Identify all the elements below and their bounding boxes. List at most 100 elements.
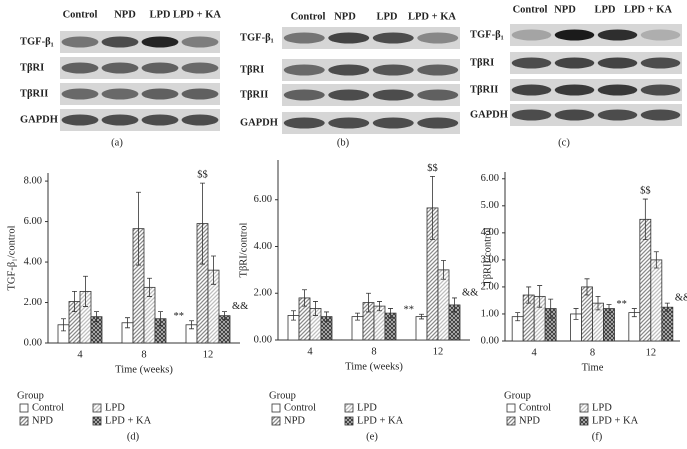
caption: (e) (366, 431, 378, 442)
error-bar (584, 278, 590, 296)
blot-band (283, 89, 325, 101)
x-tick-label: 8 (141, 349, 146, 360)
blot-band (554, 57, 595, 69)
blot-band (181, 88, 219, 100)
blot-strip (510, 24, 682, 46)
lane-label: Control (513, 4, 548, 15)
blot-strip (60, 31, 220, 53)
y-axis-label: TGF-β₁/control (6, 225, 17, 290)
blot-band (328, 32, 370, 44)
error-bar (653, 251, 659, 269)
lane-label: LPD (595, 4, 616, 15)
blot-strip (282, 27, 460, 49)
caption: (d) (127, 431, 140, 442)
legend-swatch (271, 416, 281, 426)
y-tick-label: 0.00 (254, 334, 272, 345)
annotation: && (462, 287, 478, 298)
legend-swatch (19, 403, 29, 413)
row-label: TGF-β₁ (240, 32, 274, 43)
legend-label: LPD (592, 402, 612, 413)
lane-label: LPD (377, 11, 398, 22)
legend-label: NPD (32, 415, 53, 426)
row-label: GAPDH (470, 109, 508, 120)
x-tick-label: 4 (532, 347, 538, 358)
legend-swatch (506, 416, 516, 426)
blot-band (283, 32, 325, 44)
legend-swatch (271, 403, 281, 413)
blot-band (417, 89, 459, 101)
error-bar (83, 275, 88, 307)
blot-band (640, 57, 681, 69)
legend-swatch (92, 403, 102, 413)
error-bar (136, 191, 141, 266)
error-bar (537, 285, 543, 308)
error-bar (388, 308, 393, 319)
y-tick-label: 6.00 (481, 173, 499, 184)
y-tick-label: 6.00 (254, 194, 272, 205)
lane-label: LPD + KA (624, 4, 672, 15)
row-label: GAPDH (240, 117, 278, 128)
bar (373, 305, 386, 341)
error-bar (200, 182, 205, 265)
error-bar (302, 289, 307, 307)
bar (603, 308, 615, 342)
blot-band (61, 36, 99, 48)
y-tick-label: 6.00 (24, 216, 42, 227)
blot-band (61, 114, 99, 126)
error-bar (366, 292, 371, 313)
row-label: TβRI (470, 57, 494, 68)
bar (437, 269, 450, 341)
row-label: TβRII (240, 89, 268, 100)
x-tick-label: 12 (203, 349, 214, 360)
blot-band (61, 62, 99, 74)
error-bar (377, 301, 382, 312)
blot-band (372, 89, 414, 101)
row-label: TβRII (20, 88, 48, 99)
blot-band (417, 64, 459, 76)
error-bar (441, 260, 446, 280)
error-bar (595, 295, 601, 311)
bar (650, 259, 663, 342)
blot-band (141, 62, 179, 74)
blot-band (181, 36, 219, 48)
blot-strip (282, 59, 460, 81)
annotation: $$ (427, 163, 438, 174)
error-bar (631, 308, 637, 318)
error-bar (606, 304, 612, 314)
blot-band (141, 36, 179, 48)
y-tick-label: 0.00 (481, 335, 499, 346)
error-bar (61, 318, 66, 332)
blot-band (417, 32, 459, 44)
caption: (f) (592, 431, 603, 442)
blot-band (101, 88, 139, 100)
blot-band (328, 89, 370, 101)
blot-band (328, 64, 370, 76)
x-tick-label: 8 (590, 347, 595, 358)
blot-band (640, 84, 681, 96)
row-label: TβRII (470, 84, 498, 95)
legend-label: LPD + KA (592, 415, 639, 426)
blot-band (511, 29, 552, 41)
y-axis-label: TβRII/control (482, 227, 493, 285)
blot-band (141, 88, 179, 100)
annotation: $$ (640, 185, 651, 196)
blot-band (597, 57, 638, 69)
legend-swatch (579, 416, 589, 426)
x-tick-label: 12 (433, 346, 444, 357)
lane-label: NPD (554, 4, 576, 15)
y-tick-label: 4.00 (254, 241, 272, 252)
annotation: && (675, 293, 687, 304)
x-tick-label: 12 (646, 347, 657, 358)
error-bar (211, 255, 216, 285)
legend-swatch (19, 416, 29, 426)
y-tick-label: 1.00 (481, 308, 499, 319)
blot-band (597, 109, 638, 121)
error-bar (222, 311, 227, 321)
row-label: TGF-β₁ (20, 36, 54, 47)
annotation: ** (616, 299, 627, 310)
blot-band (101, 62, 139, 74)
legend-swatch (579, 403, 589, 413)
error-bar (355, 312, 360, 321)
lane-label: NPD (114, 9, 136, 20)
bar (415, 316, 428, 341)
